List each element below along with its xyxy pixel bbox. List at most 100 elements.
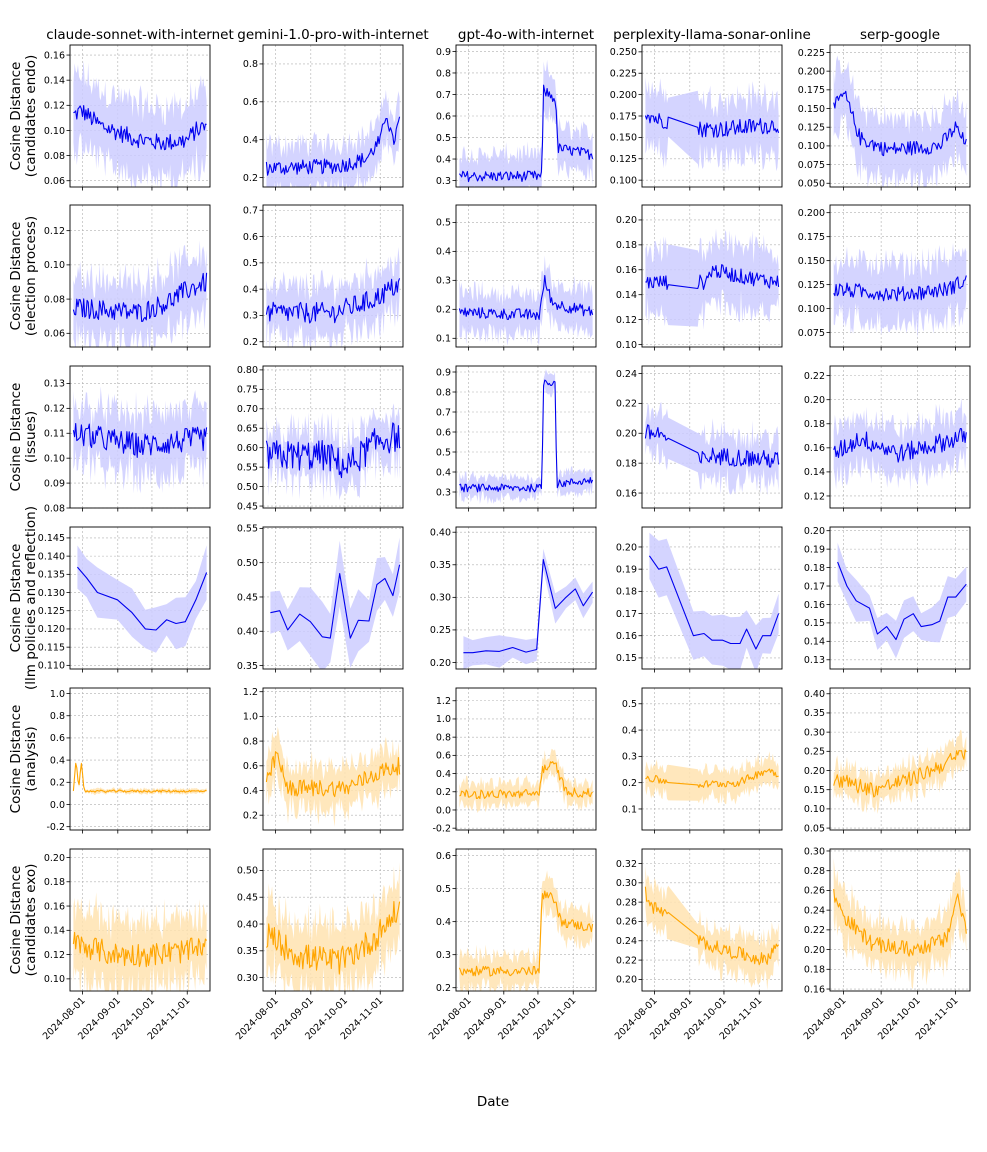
y-tick-label: 0.55 [237, 524, 258, 535]
series-line [76, 566, 208, 631]
panel: 0.2 0.3 0.4 0.5 0.6 0.7 [243, 204, 404, 351]
panel: 0.15 0.16 0.17 0.18 0.19 0.20 [616, 526, 783, 673]
y-tick-label: 0.12 [44, 226, 65, 237]
confidence-band [833, 397, 967, 491]
y-tick-label: 0.22 [616, 955, 637, 966]
y-tick-label: 0.6 [243, 232, 258, 243]
y-tick-label: 0.20 [804, 766, 825, 777]
row-label: (candidates exo) [23, 864, 39, 977]
y-tick-label: 0.4 [622, 725, 637, 736]
panel-frame [641, 44, 783, 188]
y-tick-label: 0.16 [44, 901, 65, 912]
panel-frame [455, 204, 597, 348]
panel-frame [641, 365, 783, 509]
y-tick-label: 0.8 [243, 736, 258, 747]
y-tick-label: 0.5 [436, 218, 451, 229]
y-tick-label: 0.20 [804, 526, 825, 537]
y-tick-label: 0.4 [436, 769, 451, 780]
y-tick-label: 0.10 [44, 453, 65, 464]
y-tick-label: 0.15 [804, 618, 825, 629]
y-tick-label: 0.35 [430, 560, 451, 571]
y-tick-label: 0.28 [804, 866, 825, 877]
row-label: Cosine Distance [8, 383, 24, 492]
y-tick-label: 0.12 [44, 404, 65, 415]
y-tick-label: 0.16 [804, 600, 825, 611]
panel-frame [829, 848, 971, 992]
y-tick-label: 0.3 [436, 487, 451, 498]
y-tick-label: -0.2 [432, 823, 451, 834]
panel-frame [641, 848, 783, 992]
confidence-band [73, 760, 207, 796]
panel: 0.2 0.4 0.6 0.8 1.0 1.2 [243, 687, 404, 834]
row-labels: Cosine Distance (candidates endo)Cosine D… [8, 55, 39, 977]
x-axis-label: Date [477, 1094, 509, 1110]
series-line [645, 264, 780, 290]
y-tick-label: 0.65 [237, 424, 258, 435]
panel-frame [455, 44, 597, 188]
column-title: serp-google [860, 27, 940, 43]
y-tick-label: 0.050 [798, 179, 825, 190]
y-tick-label: 0.35 [237, 946, 258, 957]
y-tick-label: 0.30 [616, 878, 637, 889]
y-tick-label: 0.8 [436, 732, 451, 743]
panel: 0.06 0.08 0.10 0.12 [44, 204, 211, 351]
y-tick-label: 0.4 [243, 786, 258, 797]
y-tick-label: 0.0 [436, 805, 451, 816]
y-tick-label: 0.135 [38, 570, 65, 581]
y-tick-label: 0.075 [798, 160, 825, 171]
y-tick-label: 0.50 [237, 558, 258, 569]
panel-frame [69, 687, 211, 831]
y-tick-label: 0.18 [616, 587, 637, 598]
y-tick-label: 0.16 [616, 631, 637, 642]
series-line [72, 422, 208, 458]
y-tick-label: 0.4 [436, 917, 451, 928]
panel-frame [641, 526, 783, 670]
confidence-band [266, 247, 400, 347]
series-line [270, 564, 401, 639]
panel: 0.16 0.18 0.20 0.22 0.24 0.26 0.28 0.30 [804, 846, 971, 995]
confidence-band [463, 548, 593, 669]
y-tick-label: 0.15 [804, 785, 825, 796]
panel: 0.3 0.4 0.5 0.6 0.7 0.8 0.9 [436, 44, 597, 191]
panel-frame [455, 687, 597, 831]
confidence-band [837, 542, 967, 659]
y-tick-label: 0.20 [616, 429, 637, 440]
confidence-band [266, 89, 400, 187]
panel-frame [262, 526, 404, 670]
confidence-band [645, 228, 779, 330]
panel: 0.05 0.10 0.15 0.20 0.25 0.30 0.35 0.40 [804, 687, 971, 834]
series-line [265, 422, 401, 479]
y-tick-label: 0.4 [436, 154, 451, 165]
y-tick-label: 0.4 [436, 247, 451, 258]
panel-frame [262, 687, 404, 831]
panel: 0.30 0.35 0.40 0.45 0.50 [237, 848, 404, 995]
row-label: (analysis) [23, 726, 39, 791]
y-tick-label: 0.35 [804, 708, 825, 719]
y-tick-label: 0.2 [436, 305, 451, 316]
panel-frame [69, 848, 211, 992]
y-tick-label: 0.24 [616, 936, 637, 947]
y-tick-label: 0.25 [804, 747, 825, 758]
confidence-band [459, 748, 593, 813]
y-tick-label: 0.6 [436, 111, 451, 122]
series-line [72, 931, 208, 968]
panel-frame [69, 365, 211, 509]
y-tick-label: 0.50 [237, 866, 258, 877]
panel: 0.45 0.50 0.55 0.60 0.65 0.70 0.75 0.80 [237, 365, 404, 512]
y-tick-label: 0.6 [243, 97, 258, 108]
y-tick-label: 0.13 [804, 655, 825, 666]
row-label: Cosine Distance [8, 705, 24, 814]
y-tick-label: 0.10 [616, 340, 637, 351]
y-tick-label: 0.26 [804, 886, 825, 897]
y-tick-label: 0.11 [44, 429, 65, 440]
y-tick-label: 0.130 [38, 588, 65, 599]
confidence-band [833, 55, 967, 187]
y-tick-label: 0.18 [804, 563, 825, 574]
y-tick-label: 0.1 [622, 804, 637, 815]
panel-frame [69, 44, 211, 188]
y-tick-label: 0.2 [243, 173, 258, 184]
confidence-band [266, 726, 400, 827]
y-tick-label: 0.150 [798, 104, 825, 115]
y-tick-label: 0.16 [804, 443, 825, 454]
series-line [644, 113, 780, 138]
